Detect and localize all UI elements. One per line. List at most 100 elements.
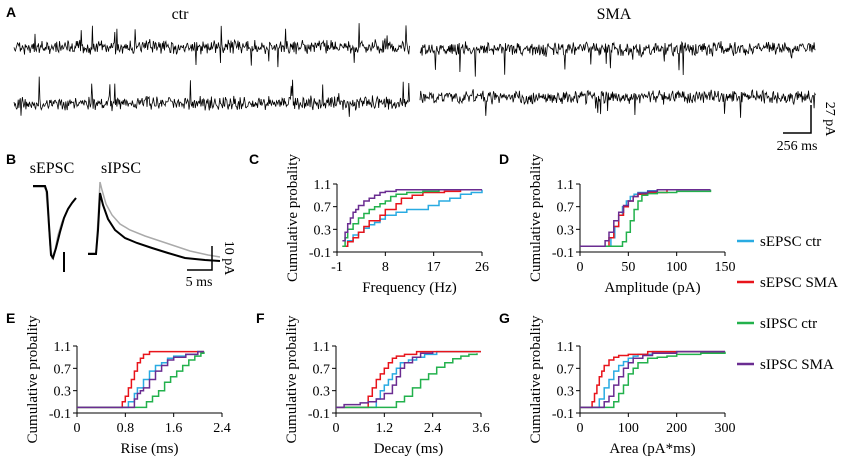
series-sepsc-ctr-g	[580, 350, 725, 409]
legend-label-sipsc-sma: sIPSC SMA	[760, 357, 834, 373]
trace-scale-amp: 27 pA	[822, 102, 837, 138]
x-tick-label-c: 8	[382, 260, 389, 275]
legend: sEPSC ctr sEPSC SMA sIPSC ctr sIPSC SMA	[737, 234, 838, 373]
y-tick-label-c: 1.1	[314, 178, 332, 193]
y-tick-label-g: 0.3	[557, 385, 575, 400]
panel-label-g: G	[499, 310, 510, 326]
y-tick-label-e: 0.3	[54, 385, 72, 400]
x-tick-label-f: 1.2	[376, 421, 394, 436]
x-axis-label-e: Rise (ms)	[121, 441, 179, 457]
average-traces: 5 ms 10 pA	[33, 181, 236, 290]
x-tick-label-f: 0	[333, 421, 340, 436]
y-tick-label-d: 1.1	[557, 178, 575, 193]
x-tick-label-g: 100	[618, 421, 639, 436]
series-sipsc-ctr-f	[336, 353, 478, 409]
chart-frequency: -1 8 17 26 -0.1 0.3 0.7 1.1 Frequency (Hz) Cumula…	[285, 154, 489, 296]
sipsc-avg-sma	[88, 192, 221, 262]
y-tick-label-f: -0.1	[308, 407, 330, 422]
raw-trace-2	[13, 76, 410, 117]
x-axis-label-d: Amplitude (pA)	[604, 280, 700, 296]
x-tick-label-d: 0	[577, 260, 584, 275]
x-tick-label-e: 2.4	[213, 421, 231, 436]
raw-traces	[13, 23, 816, 118]
y-tick-label-g: 1.1	[557, 340, 575, 355]
series-sepsc-sma-d	[580, 188, 711, 248]
trace-scale-bar: 256 ms 27 pA	[777, 102, 837, 154]
legend-label-sepsc-sma: sEPSC SMA	[760, 275, 838, 291]
series-sepsc-sma-e	[77, 350, 204, 409]
trace-scale-time: 256 ms	[777, 139, 818, 154]
series-sipsc-sma-g	[580, 350, 725, 409]
y-tick-label-c: 0.3	[314, 223, 332, 238]
avg-scale-lines	[187, 246, 213, 271]
y-tick-label-e: 0.7	[54, 362, 72, 377]
x-tick-label-g: 300	[715, 421, 736, 436]
x-tick-label-c: 26	[475, 260, 489, 275]
x-tick-label-g: 200	[666, 421, 687, 436]
legend-label-sipsc-ctr: sIPSC ctr	[760, 316, 817, 332]
x-axis-label-f: Decay (ms)	[374, 441, 444, 457]
raw-trace-3	[419, 40, 816, 77]
sepsc-avg-ctr	[33, 186, 77, 260]
x-tick-label-g: 0	[577, 421, 584, 436]
y-tick-label-d: 0.3	[557, 223, 575, 238]
x-tick-label-d: 100	[666, 260, 687, 275]
x-tick-label-e: 0.8	[117, 421, 135, 436]
y-tick-label-c: 0.7	[314, 201, 332, 216]
series-sipsc-sma-d	[580, 188, 711, 248]
panel-label-c: C	[249, 151, 259, 167]
raw-trace-4	[419, 89, 816, 118]
sma-title: SMA	[597, 6, 632, 23]
series-sipsc-sma-c	[342, 188, 482, 242]
series-sepsc-sma-f	[336, 350, 481, 409]
trace-scale-lines	[783, 105, 812, 134]
y-tick-label-f: 1.1	[313, 340, 331, 355]
x-tick-label-d: 150	[715, 260, 736, 275]
panel-label-f: F	[256, 310, 265, 326]
avg-scale-amp: 10 pA	[221, 241, 236, 277]
series-sipsc-sma-f	[336, 351, 434, 409]
series-sipsc-sma-e	[77, 350, 204, 409]
chart-area: 0 100 200 300 -0.1 0.3 0.7 1.1 Area (pA*ms) Cumul…	[528, 315, 736, 457]
y-tick-label-d: 0.7	[557, 201, 575, 216]
y-tick-label-c: -0.1	[309, 246, 331, 261]
series-sepsc-ctr-f	[336, 350, 481, 409]
raw-trace-1	[13, 23, 410, 68]
y-tick-label-e: 1.1	[54, 340, 72, 355]
x-tick-label-f: 3.6	[472, 421, 490, 436]
chart-rise: 0 0.8 1.6 2.4 -0.1 0.3 0.7 1.1 Rise (ms) Cumulati…	[25, 315, 231, 457]
series-sipsc-ctr-e	[77, 351, 205, 409]
x-tick-label-f: 2.4	[424, 421, 442, 436]
x-tick-label-c: 17	[427, 260, 441, 275]
y-axis-label-d: Cumulative probality	[528, 154, 544, 282]
series-sepsc-ctr-d	[580, 188, 711, 248]
legend-label-sepsc-ctr: sEPSC ctr	[760, 234, 821, 250]
y-tick-label-g: -0.1	[552, 407, 574, 422]
y-axis-label-g: Cumulative probality	[528, 315, 544, 443]
sepsc-avg-label: sEPSC	[30, 160, 74, 177]
y-axis-label-c: Cumulative probality	[285, 154, 301, 282]
chart-amplitude: 0 50 100 150 -0.1 0.3 0.7 1.1 Amplitude (pA) Cumu…	[528, 154, 736, 296]
x-tick-label-e: 1.6	[165, 421, 183, 436]
chart-decay: 0 1.2 2.4 3.6 -0.1 0.3 0.7 1.1 Decay (ms) Cumulat…	[284, 315, 490, 457]
x-tick-label-d: 50	[621, 260, 635, 275]
panel-label-b: B	[6, 151, 16, 167]
y-tick-label-g: 0.7	[557, 362, 575, 377]
y-axis-label-e: Cumulative probality	[25, 315, 41, 443]
x-axis-label-g: Area (pA*ms)	[609, 441, 695, 457]
sepsc-avg-sma	[33, 185, 77, 261]
panel-label-a: A	[6, 4, 16, 20]
y-tick-label-e: -0.1	[49, 407, 71, 422]
x-axis-label-c: Frequency (Hz)	[362, 280, 457, 296]
series-sipsc-ctr-g	[580, 351, 726, 409]
y-axis-label-f: Cumulative probality	[284, 315, 300, 443]
y-tick-label-d: -0.1	[552, 246, 574, 261]
ctr-title: ctr	[172, 6, 190, 23]
y-tick-label-f: 0.3	[313, 385, 331, 400]
avg-scale-time: 5 ms	[186, 275, 213, 290]
series-sepsc-sma-c	[342, 188, 482, 248]
panel-label-d: D	[499, 151, 509, 167]
series-sipsc-ctr-d	[580, 189, 712, 248]
series-sipsc-ctr-c	[342, 188, 482, 248]
